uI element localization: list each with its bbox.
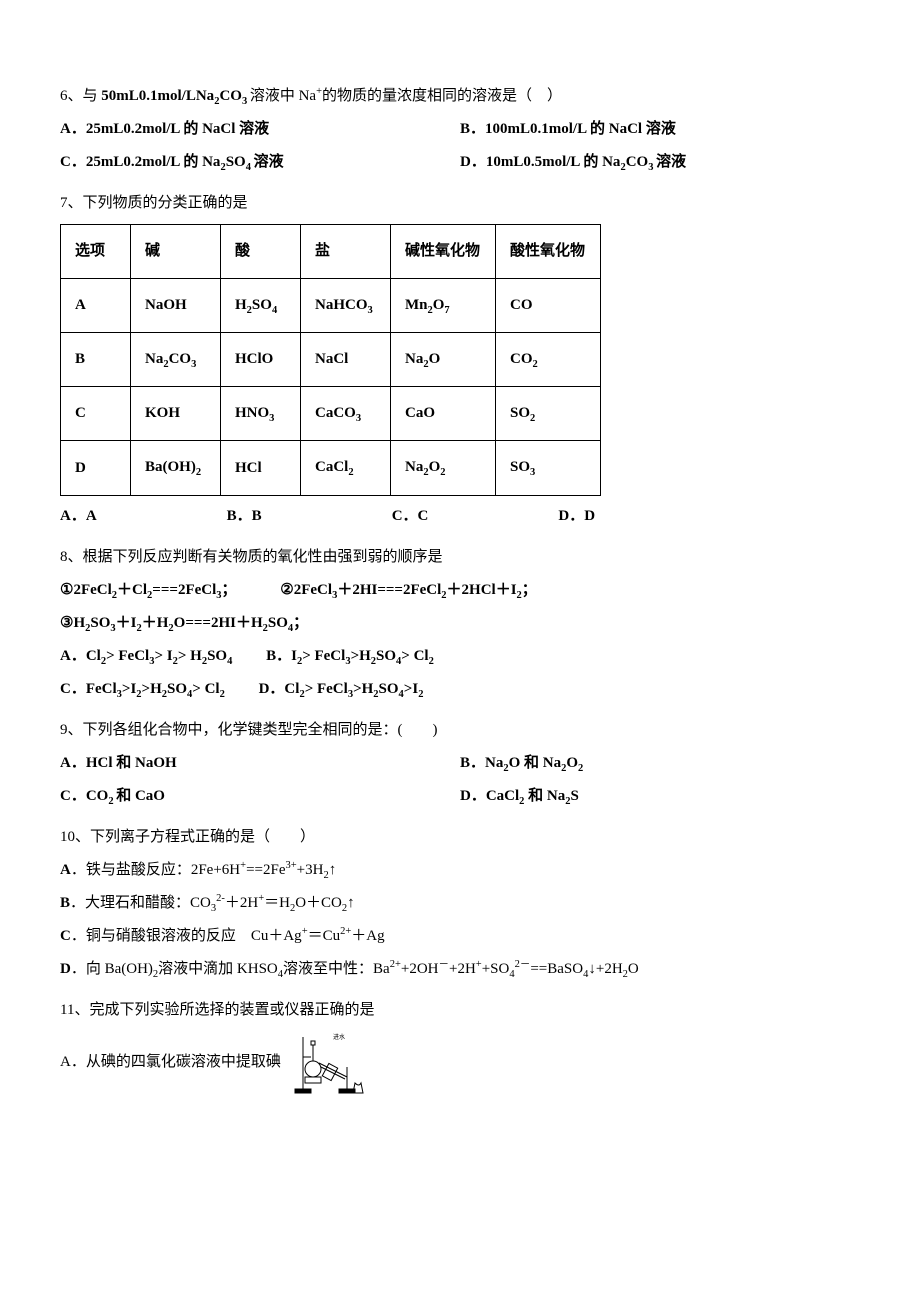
q7-ans-b: B．B (227, 500, 262, 533)
table-row: B Na2CO3 HClO NaCl Na2O CO2 (61, 333, 601, 387)
cell: Ba(OH)2 (131, 441, 221, 495)
cell: SO2 (496, 387, 601, 441)
q11-opt-a: A．从碘的四氯化碳溶液中提取碘 进水 (60, 1027, 860, 1097)
th-salt: 盐 (301, 225, 391, 279)
question-7: 7、下列物质的分类正确的是 选项 碱 酸 盐 碱性氧化物 酸性氧化物 A NaO… (60, 187, 860, 532)
question-10: 10、下列离子方程式正确的是（ ） A．铁与盐酸反应：2Fe+6H+==2Fe3… (60, 821, 860, 986)
q8-opt-b: B．I2> FeCl3>H2SO4> Cl2 (266, 648, 434, 664)
q6-opt-b: B．100mL0.1mol/L 的 NaCl 溶液 (460, 113, 860, 146)
th-acid: 酸 (221, 225, 301, 279)
q9-opt-d: D．CaCl2 和 Na2S (460, 780, 860, 813)
q9-opt-b: B．Na2O 和 Na2O2 (460, 747, 860, 780)
q6-prefix: 6、与 (60, 88, 101, 104)
q6-opt-a: A．25mL0.2mol/L 的 NaCl 溶液 (60, 113, 460, 146)
table-row: D Ba(OH)2 HCl CaCl2 Na2O2 SO3 (61, 441, 601, 495)
distillation-apparatus-icon: 进水 (285, 1027, 375, 1097)
table-row: 选项 碱 酸 盐 碱性氧化物 酸性氧化物 (61, 225, 601, 279)
cell: CaCO3 (301, 387, 391, 441)
q7-table: 选项 碱 酸 盐 碱性氧化物 酸性氧化物 A NaOH H2SO4 NaHCO3… (60, 224, 601, 495)
q10-opt-c: C．铜与硝酸银溶液的反应 Cu＋Ag+＝Cu2+＋Ag (60, 920, 860, 953)
q6-opt-d: D．10mL0.5mol/L 的 Na2CO3 溶液 (460, 146, 860, 179)
cell: CaCl2 (301, 441, 391, 495)
cell: Na2CO3 (131, 333, 221, 387)
cell: NaOH (131, 279, 221, 333)
q6-suffix: 溶液中 Na+的物质的量浓度相同的溶液是（ ） (250, 88, 562, 104)
cell: CO (496, 279, 601, 333)
cell: A (61, 279, 131, 333)
q7-stem: 7、下列物质的分类正确的是 (60, 187, 860, 220)
cell: C (61, 387, 131, 441)
q8-eq1: ①2FeCl2＋Cl2===2FeCl3； (60, 582, 237, 598)
q8-opt-d: D．Cl2> FeCl3>H2SO4>I2 (259, 681, 424, 697)
cell: KOH (131, 387, 221, 441)
q8-opt-c: C．FeCl3>I2>H2SO4> Cl2 (60, 681, 225, 697)
cell: Na2O2 (391, 441, 496, 495)
th-acidox: 酸性氧化物 (496, 225, 601, 279)
q8-opt-a: A．Cl2> FeCl3> I2> H2SO4 (60, 648, 232, 664)
svg-text:进水: 进水 (333, 1033, 345, 1041)
th-base: 碱 (131, 225, 221, 279)
question-8: 8、根据下列反应判断有关物质的氧化性由强到弱的顺序是 ①2FeCl2＋Cl2==… (60, 541, 860, 706)
cell: Na2O (391, 333, 496, 387)
q8-eq3: ③H2SO3＋I2＋H2O===2HI＋H2SO4； (60, 607, 860, 640)
q9-opt-c: C．CO2 和 CaO (60, 780, 460, 813)
cell: CaO (391, 387, 496, 441)
q6-opt-c: C．25mL0.2mol/L 的 Na2SO4 溶液 (60, 146, 460, 179)
table-row: A NaOH H2SO4 NaHCO3 Mn2O7 CO (61, 279, 601, 333)
q10-stem: 10、下列离子方程式正确的是（ ） (60, 821, 860, 854)
q9-stem: 9、下列各组化合物中，化学键类型完全相同的是：( ) (60, 714, 860, 747)
th-basicox: 碱性氧化物 (391, 225, 496, 279)
q9-opt-a: A．HCl 和 NaOH (60, 747, 460, 780)
q6-stem: 6、与 50mL0.1mol/LNa2CO3 溶液中 Na+的物质的量浓度相同的… (60, 80, 860, 113)
cell: H2SO4 (221, 279, 301, 333)
q7-answers: A．A B．B C．C D．D (60, 500, 860, 533)
q7-ans-a: A．A (60, 500, 97, 533)
cell: HNO3 (221, 387, 301, 441)
q7-ans-c: C．C (392, 500, 429, 533)
q11-stem: 11、完成下列实验所选择的装置或仪器正确的是 (60, 994, 860, 1027)
q8-eq-row1: ①2FeCl2＋Cl2===2FeCl3； ②2FeCl3＋2HI===2FeC… (60, 574, 860, 607)
cell: HClO (221, 333, 301, 387)
q8-stem: 8、根据下列反应判断有关物质的氧化性由强到弱的顺序是 (60, 541, 860, 574)
q10-opt-a: A．铁与盐酸反应：2Fe+6H+==2Fe3++3H2↑ (60, 854, 860, 887)
question-11: 11、完成下列实验所选择的装置或仪器正确的是 A．从碘的四氯化碳溶液中提取碘 (60, 994, 860, 1097)
cell: NaCl (301, 333, 391, 387)
th-opt: 选项 (61, 225, 131, 279)
q6-formula: 50mL0.1mol/LNa2CO3 (101, 88, 250, 104)
q11-opt-a-text: A．从碘的四氯化碳溶液中提取碘 (60, 1046, 281, 1079)
q8-eq2: ②2FeCl3＋2HI===2FeCl2＋2HCl＋I2； (280, 582, 537, 598)
question-9: 9、下列各组化合物中，化学键类型完全相同的是：( ) A．HCl 和 NaOH … (60, 714, 860, 813)
table-row: C KOH HNO3 CaCO3 CaO SO2 (61, 387, 601, 441)
cell: CO2 (496, 333, 601, 387)
q8-opts-row1: A．Cl2> FeCl3> I2> H2SO4 B．I2> FeCl3>H2SO… (60, 640, 860, 673)
q8-opts-row2: C．FeCl3>I2>H2SO4> Cl2 D．Cl2> FeCl3>H2SO4… (60, 673, 860, 706)
q10-opt-d: D．向 Ba(OH)2溶液中滴加 KHSO4溶液至中性：Ba2++2OH－+2H… (60, 953, 860, 986)
cell: HCl (221, 441, 301, 495)
cell: B (61, 333, 131, 387)
question-6: 6、与 50mL0.1mol/LNa2CO3 溶液中 Na+的物质的量浓度相同的… (60, 80, 860, 179)
q7-ans-d: D．D (558, 500, 595, 533)
cell: D (61, 441, 131, 495)
cell: Mn2O7 (391, 279, 496, 333)
cell: NaHCO3 (301, 279, 391, 333)
cell: SO3 (496, 441, 601, 495)
q10-opt-b: B．大理石和醋酸：CO32-＋2H+＝H2O＋CO2↑ (60, 887, 860, 920)
